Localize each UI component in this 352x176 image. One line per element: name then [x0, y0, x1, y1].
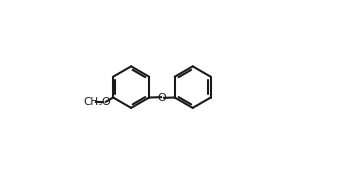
- Text: CH₃: CH₃: [84, 97, 103, 107]
- Text: O: O: [101, 97, 110, 107]
- Text: O: O: [158, 93, 166, 102]
